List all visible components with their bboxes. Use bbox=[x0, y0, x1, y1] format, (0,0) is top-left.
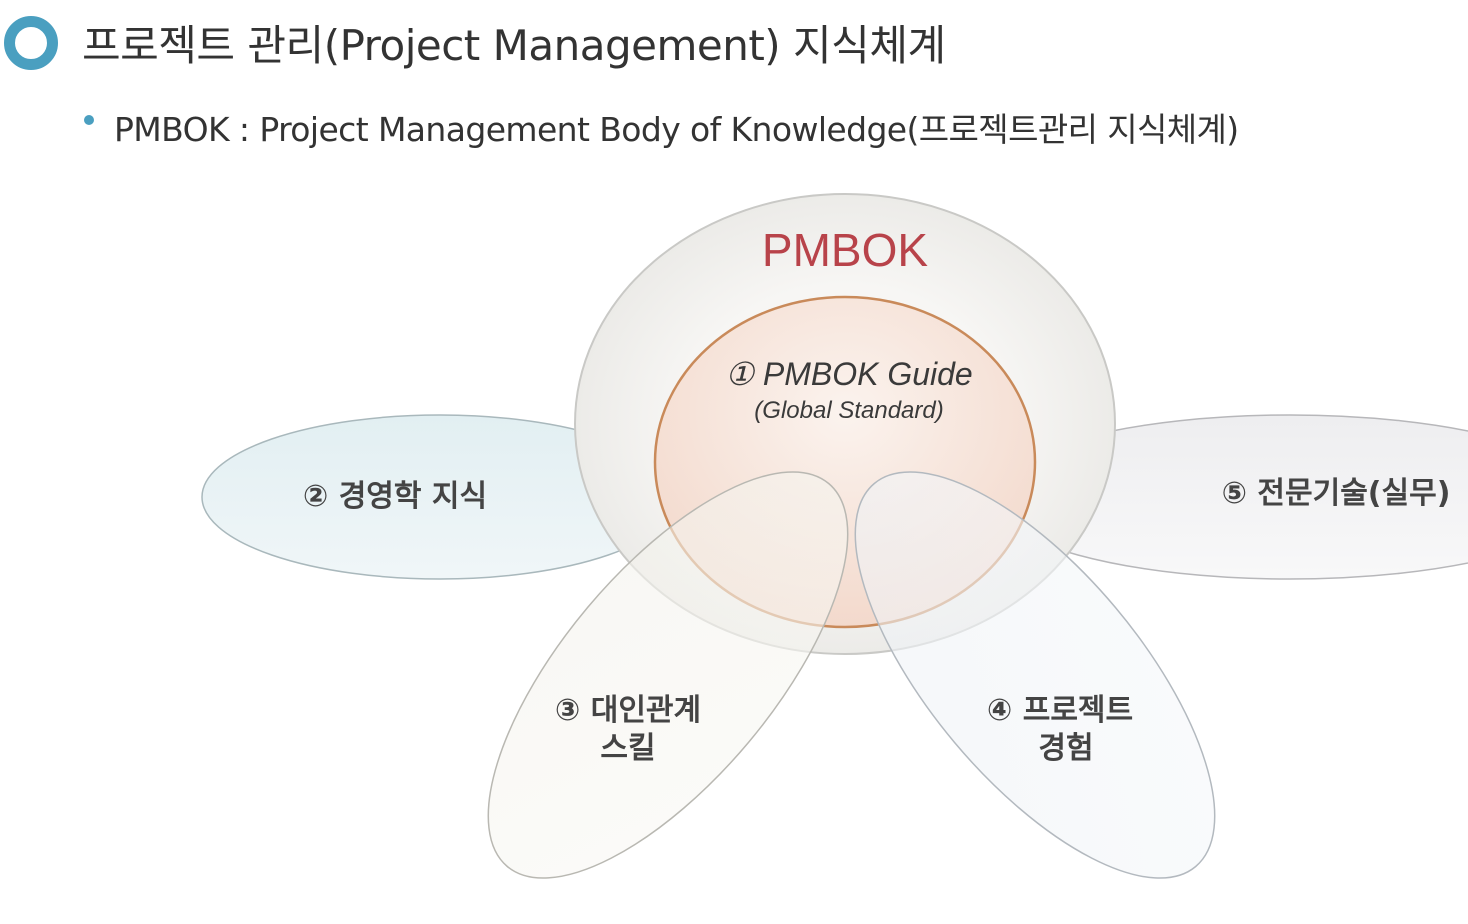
petal-experience-label-line2: 경험 bbox=[1038, 731, 1093, 766]
pmbok-guide-label: ① PMBOK Guide bbox=[725, 356, 972, 392]
petal-interpersonal-label-line2: 스킬 bbox=[600, 731, 655, 766]
ring-bullet-icon bbox=[4, 15, 58, 70]
dot-bullet-icon bbox=[84, 115, 94, 125]
page-title: 프로젝트 관리(Project Management) 지식체계 bbox=[82, 21, 946, 70]
petal-expertise-label: ⑤ 전문기술(실무) bbox=[1222, 476, 1451, 511]
pmbok-outer-label: PMBOK bbox=[762, 224, 928, 276]
petal-interpersonal-label-line1: ③ 대인관계 bbox=[555, 693, 701, 728]
petal-experience bbox=[854, 471, 1216, 879]
pmbok-guide-sublabel: (Global Standard) bbox=[754, 397, 943, 424]
page-header: 프로젝트 관리(Project Management) 지식체계 bbox=[4, 12, 946, 73]
petal-experience-label-line1: ④ 프로젝트 bbox=[987, 693, 1133, 728]
page-subtitle: PMBOK : Project Management Body of Knowl… bbox=[114, 110, 1239, 149]
petal-interpersonal bbox=[487, 471, 849, 879]
petal-business-label: ② 경영학 지식 bbox=[303, 479, 487, 514]
subtitle-row: PMBOK : Project Management Body of Knowl… bbox=[84, 103, 1239, 151]
